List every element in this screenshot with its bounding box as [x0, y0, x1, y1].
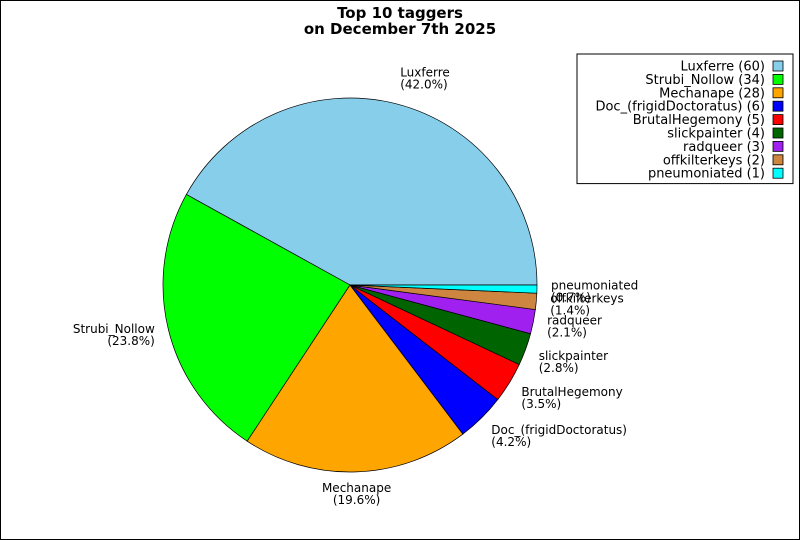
slice-label-7: offkilterkeys — [550, 292, 624, 306]
chart-title-line-2: on December 7th 2025 — [303, 20, 497, 38]
slice-label-8: pneumoniated — [551, 278, 638, 292]
legend-entry-7: offkilterkeys (2) — [663, 153, 765, 168]
legend-entry-3: Doc_(frigidDoctoratus) (6) — [595, 100, 765, 115]
slice-label-5: slickpainter — [539, 349, 608, 363]
pie-slice-1 — [162, 194, 351, 442]
chart-title: Top 10 taggers on December 7th 2025 — [0, 5, 800, 37]
legend-entry-4: BrutalHegemony (5) — [633, 113, 765, 128]
legend-entry-6: radqueer (3) — [683, 140, 765, 155]
slice-label-6: radqueer — [547, 314, 602, 328]
legend-swatch-2 — [772, 87, 784, 99]
legend-swatch-7 — [772, 154, 784, 166]
slice-percent-4: (3.5%) — [521, 397, 561, 411]
legend-swatch-1 — [772, 74, 784, 85]
slice-percent-3: (4.2%) — [491, 435, 531, 449]
pie-slice-8 — [349, 284, 538, 294]
slice-label-1: Strubi_Nollow — [73, 322, 155, 336]
legend-swatch-3 — [772, 100, 784, 112]
legend-swatch-4 — [772, 114, 784, 125]
pie-slice-0 — [185, 97, 538, 286]
slice-label-0: Luxferre — [400, 65, 450, 79]
slice-label-2: Mechanape — [322, 481, 391, 495]
legend-entry-5: slickpainter (4) — [667, 127, 765, 142]
legend-entry-0: Luxferre (60) — [680, 60, 765, 75]
legend-entry-1: Strubi_Nollow (34) — [645, 73, 765, 88]
legend-swatch-6 — [772, 140, 784, 152]
legend-swatch-0 — [772, 60, 784, 72]
slice-percent-6: (2.1%) — [547, 326, 587, 340]
legend-box — [576, 53, 794, 185]
slice-label-3: Doc_(frigidDoctoratus) — [491, 423, 627, 437]
slice-percent-2: (19.6%) — [333, 493, 380, 507]
slice-percent-1: (23.8%) — [107, 334, 154, 348]
slice-percent-0: (42.0%) — [400, 77, 447, 91]
slice-label-4: BrutalHegemony — [521, 385, 622, 399]
chart-title-line-1: Top 10 taggers — [337, 4, 463, 22]
legend-entry-2: Mechanape (28) — [659, 86, 765, 101]
slice-percent-5: (2.8%) — [539, 361, 579, 375]
slice-percent-8: (0.7%) — [551, 290, 591, 304]
legend-swatch-5 — [772, 127, 784, 139]
legend-entry-8: pneumoniated (1) — [648, 167, 765, 182]
slice-percent-7: (1.4%) — [550, 304, 590, 318]
pie-slice-2 — [246, 284, 464, 473]
legend-swatch-8 — [772, 167, 784, 179]
